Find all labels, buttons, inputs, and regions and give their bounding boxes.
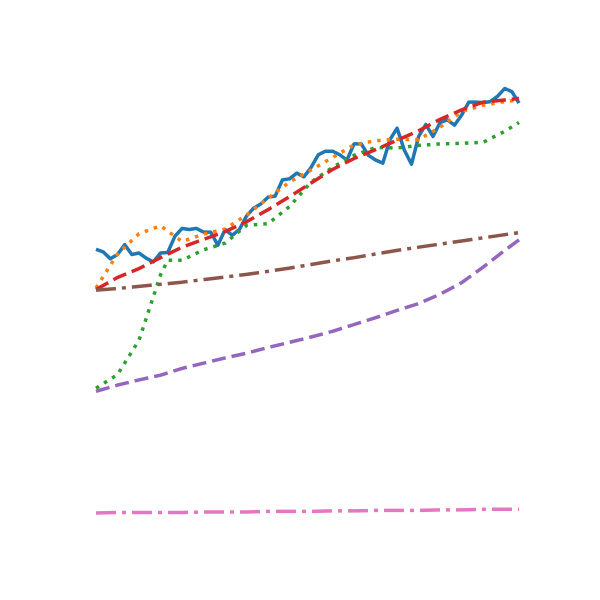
- series-line-6: [95, 230, 520, 292]
- series-line-3: [95, 121, 520, 390]
- series-line-5: [95, 238, 521, 393]
- series-line-4: [95, 96, 520, 292]
- series-line-7: [95, 507, 519, 515]
- series-line-2: [94, 98, 520, 289]
- series-layer: [94, 86, 521, 515]
